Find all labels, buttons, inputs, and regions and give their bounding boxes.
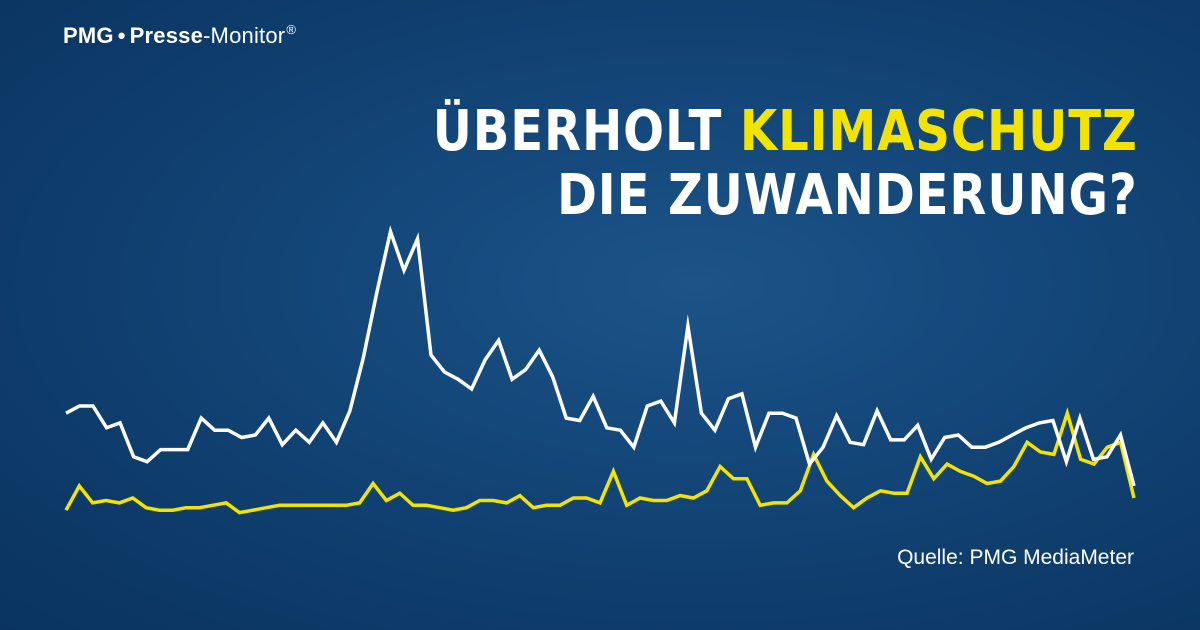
series-line-2 (64, 407, 1136, 515)
headline: ÜBERHOLT KLIMASCHUTZ DIE ZUWANDERUNG? (433, 100, 1138, 228)
logo-monitor: -Monitor (203, 23, 286, 48)
source-note: Quelle: PMG MediaMeter (897, 546, 1134, 569)
logo-separator: • (117, 23, 126, 48)
headline-line-2: DIE ZUWANDERUNG? (557, 163, 1138, 228)
headline-line-1: ÜBERHOLT KLIMASCHUTZ (433, 100, 1138, 164)
pmg-presse-monitor-logo: PMG • Presse-Monitor® (63, 22, 297, 49)
logo-presse: Presse (129, 23, 204, 48)
logo-pmg: PMG (63, 23, 114, 48)
logo-registered: ® (286, 22, 297, 37)
headline-highlight: KLIMASCHUTZ (740, 99, 1138, 164)
headline-text-1: ÜBERHOLT (433, 99, 741, 164)
series-line-1 (65, 225, 1136, 487)
